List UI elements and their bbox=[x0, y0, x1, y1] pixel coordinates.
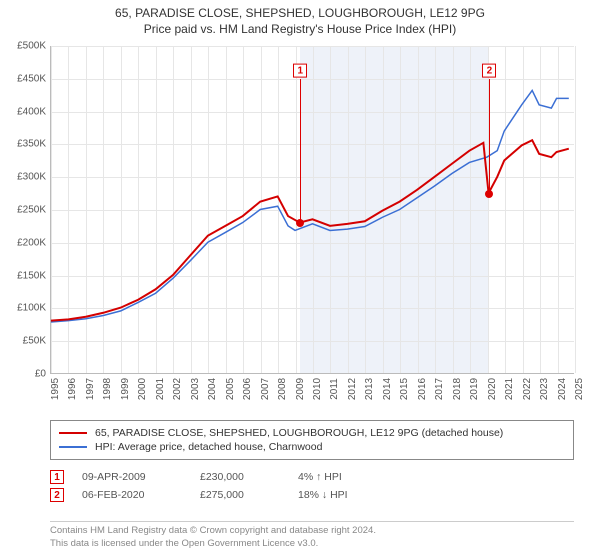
event-row-1: 1 09-APR-2009 £230,000 4% ↑ HPI bbox=[50, 470, 574, 484]
event-row-2: 2 06-FEB-2020 £275,000 18% ↓ HPI bbox=[50, 488, 574, 502]
event-price-2: £275,000 bbox=[200, 489, 280, 501]
line-svg bbox=[51, 46, 574, 373]
series-property-line bbox=[51, 140, 569, 320]
legend-item-hpi: HPI: Average price, detached house, Char… bbox=[59, 441, 565, 453]
legend-swatch-hpi bbox=[59, 446, 87, 448]
plot-area: 12 bbox=[50, 46, 574, 374]
legend-item-property: 65, PARADISE CLOSE, SHEPSHED, LOUGHBOROU… bbox=[59, 427, 565, 439]
footer: Contains HM Land Registry data © Crown c… bbox=[50, 521, 574, 550]
legend-label-property: 65, PARADISE CLOSE, SHEPSHED, LOUGHBOROU… bbox=[95, 427, 503, 439]
event-delta-2: 18% ↓ HPI bbox=[298, 489, 348, 501]
chart-area: 12 £0£50K£100K£150K£200K£250K£300K£350K£… bbox=[50, 46, 574, 396]
title-line1: 65, PARADISE CLOSE, SHEPSHED, LOUGHBOROU… bbox=[10, 6, 590, 20]
event-price-1: £230,000 bbox=[200, 471, 280, 483]
legend: 65, PARADISE CLOSE, SHEPSHED, LOUGHBOROU… bbox=[50, 420, 574, 460]
title-line2: Price paid vs. HM Land Registry's House … bbox=[10, 22, 590, 36]
event-badge-2: 2 bbox=[50, 488, 64, 502]
events-block: 1 09-APR-2009 £230,000 4% ↑ HPI 2 06-FEB… bbox=[50, 466, 574, 506]
event-date-2: 06-FEB-2020 bbox=[82, 489, 182, 501]
footer-line1: Contains HM Land Registry data © Crown c… bbox=[50, 525, 574, 537]
legend-swatch-property bbox=[59, 432, 87, 434]
event-delta-1: 4% ↑ HPI bbox=[298, 471, 342, 483]
chart-title: 65, PARADISE CLOSE, SHEPSHED, LOUGHBOROU… bbox=[0, 0, 600, 38]
footer-line2: This data is licensed under the Open Gov… bbox=[50, 538, 574, 550]
event-date-1: 09-APR-2009 bbox=[82, 471, 182, 483]
legend-label-hpi: HPI: Average price, detached house, Char… bbox=[95, 441, 322, 453]
series-hpi-line bbox=[51, 90, 569, 321]
event-badge-1: 1 bbox=[50, 470, 64, 484]
